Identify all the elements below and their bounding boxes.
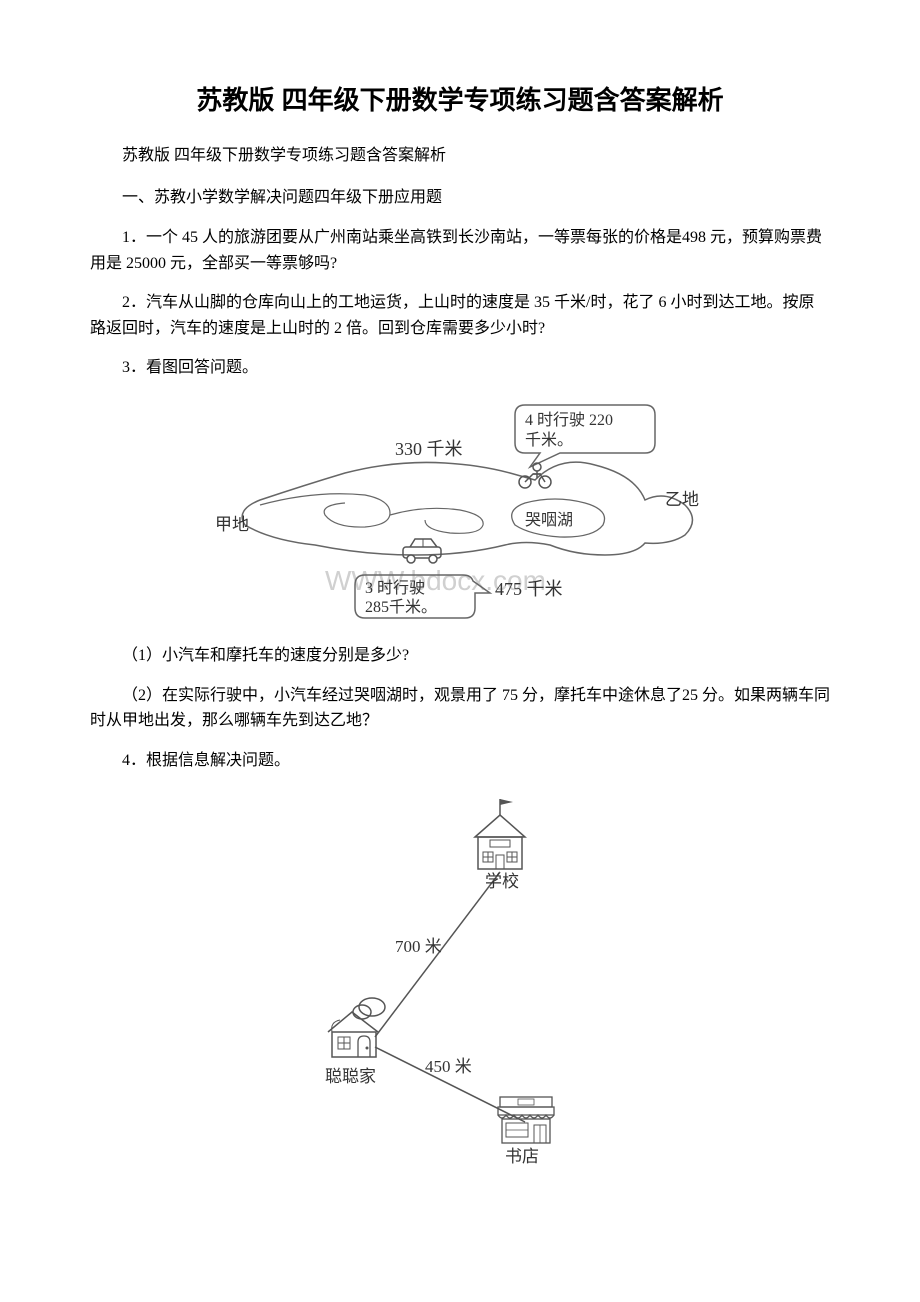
speed-top-line1: 4 时行驶 220	[525, 411, 613, 429]
place-left-label: 甲地	[215, 515, 249, 534]
speed-bottom-line1: 3 时行驶	[365, 579, 425, 597]
distance-top-label: 330 千米	[395, 439, 463, 459]
problem-3-sub-1: （1）小汽车和摩托车的速度分别是多少?	[90, 643, 830, 669]
bookstore-label: 书店	[505, 1147, 539, 1166]
figure-1-container: WWW.bdocx.com 4 时行驶 220 千米。 330 千米 甲地 乙地…	[90, 395, 830, 625]
problem-4: 4．根据信息解决问题。	[90, 748, 830, 774]
home-icon	[328, 998, 385, 1057]
motorcycle-icon	[519, 463, 551, 488]
speed-bottom-line2: 285千米。	[365, 598, 437, 616]
document-subtitle: 苏教版 四年级下册数学专项练习题含答案解析	[90, 141, 830, 165]
document-title: 苏教版 四年级下册数学专项练习题含答案解析	[90, 80, 830, 117]
map-inner-mid	[390, 508, 483, 533]
car-icon	[403, 539, 441, 563]
problem-1: 1．一个 45 人的旅游团要从广州南站乘坐高铁到长沙南站，一等票每张的价格是49…	[90, 225, 830, 276]
map-outline	[242, 462, 692, 555]
place-right-label: 乙地	[665, 490, 699, 509]
speed-top-line2: 千米。	[525, 431, 573, 449]
figure-2: 学校 700 米 聪聪家 450 米	[290, 787, 630, 1167]
home-label: 聪聪家	[325, 1067, 376, 1086]
figure-2-container: 学校 700 米 聪聪家 450 米	[90, 787, 830, 1167]
problem-3-sub-2: （2）在实际行驶中，小汽车经过哭咽湖时，观景用了 75 分，摩托车中途休息了25…	[90, 683, 830, 734]
problem-2: 2．汽车从山脚的仓库向山上的工地运货，上山时的速度是 35 千米/时，花了 6 …	[90, 290, 830, 341]
distance-1-label: 700 米	[395, 937, 442, 956]
figure-1: WWW.bdocx.com 4 时行驶 220 千米。 330 千米 甲地 乙地…	[215, 395, 705, 625]
lake-label: 哭咽湖	[525, 511, 573, 529]
school-label: 学校	[485, 872, 519, 891]
school-icon	[475, 799, 525, 869]
bookstore-icon	[498, 1097, 554, 1143]
distance-bottom-label: 475 千米	[495, 579, 563, 599]
problem-3: 3．看图回答问题。	[90, 355, 830, 381]
distance-2-label: 450 米	[425, 1057, 472, 1076]
section-heading: 一、苏教小学数学解决问题四年级下册应用题	[90, 183, 830, 207]
map-inner-top	[260, 494, 390, 527]
